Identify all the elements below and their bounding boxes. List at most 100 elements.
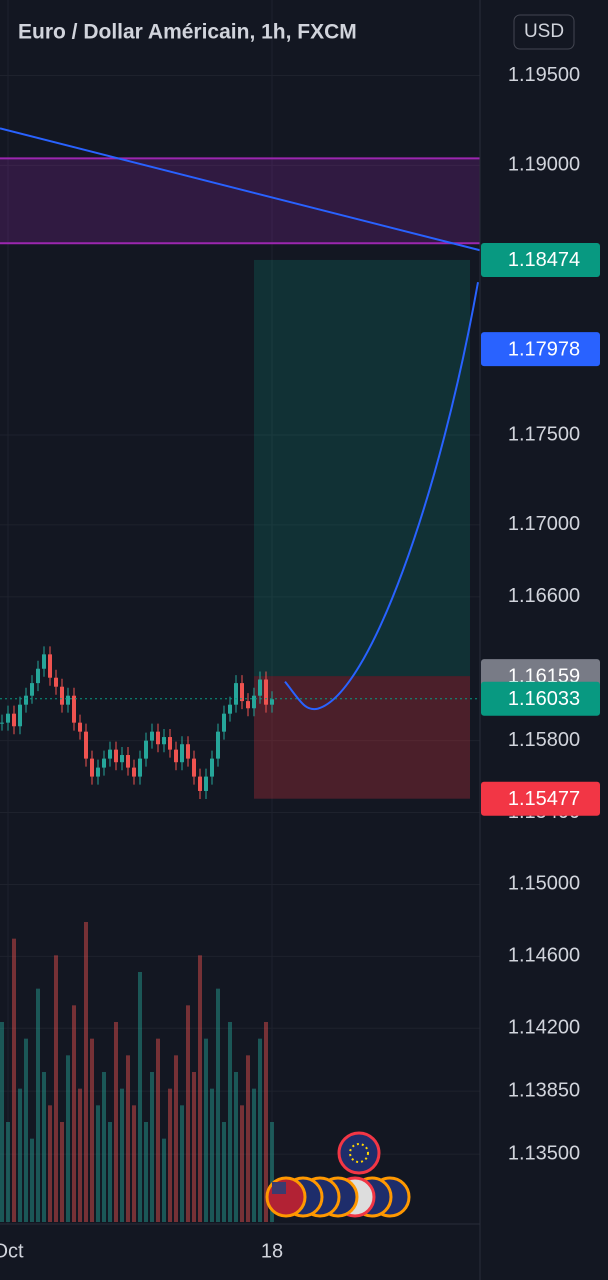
candle-body xyxy=(162,737,166,745)
candle-body xyxy=(42,654,46,669)
candle-body xyxy=(192,758,196,777)
zone xyxy=(0,158,480,244)
y-tick-label: 1.19000 xyxy=(508,154,580,176)
candle-body xyxy=(246,701,250,709)
candle-body xyxy=(30,683,34,696)
trend-line xyxy=(0,127,481,252)
volume-bar xyxy=(198,955,202,1222)
candle-body xyxy=(132,767,136,777)
candle-body xyxy=(48,654,52,678)
candle-body xyxy=(12,713,16,727)
y-tick-label: 1.14200 xyxy=(508,1017,580,1039)
volume-bar xyxy=(264,1022,268,1222)
candle-body xyxy=(186,744,190,759)
volume-bar xyxy=(54,955,58,1222)
candle-body xyxy=(240,683,244,702)
volume-bar xyxy=(90,1038,94,1222)
candle-body xyxy=(72,695,76,723)
price-tag-label: 1.15477 xyxy=(508,788,580,810)
price-tag-label: 1.16033 xyxy=(508,688,580,710)
event-icons xyxy=(265,1131,411,1218)
y-tick-label: 1.17500 xyxy=(508,423,580,445)
candle-body xyxy=(234,683,238,705)
chart-title: Euro / Dollar Américain, 1h, FXCM xyxy=(18,21,357,44)
volume-bar xyxy=(42,1072,46,1222)
price-axis: 1.19500 1.19000 1.17500 1.17000 1.16600 1.158… xyxy=(481,64,600,1164)
grid xyxy=(0,0,480,1224)
event-icon xyxy=(337,1131,381,1175)
target-zone xyxy=(254,259,470,677)
candle-body xyxy=(144,740,148,759)
price-tag xyxy=(481,332,600,367)
volume-bar xyxy=(240,1105,244,1222)
volume-bar xyxy=(18,1088,22,1222)
volume-bar xyxy=(6,1122,10,1222)
candle-body xyxy=(126,755,130,768)
candle-body xyxy=(102,758,106,768)
volume-bar xyxy=(78,1088,82,1222)
volume-bar xyxy=(114,1022,118,1222)
volume-bar xyxy=(72,1005,76,1222)
candle-body xyxy=(6,713,10,723)
volume-bar xyxy=(120,1088,124,1222)
candle-body xyxy=(228,704,232,714)
volume-bar xyxy=(252,1088,256,1222)
volume-bar xyxy=(126,1055,130,1222)
y-tick-label: 1.16600 xyxy=(508,585,580,607)
volume-bar xyxy=(132,1105,136,1222)
volume-bar xyxy=(228,1022,232,1222)
price-tag xyxy=(481,781,600,816)
candle-body xyxy=(114,749,118,763)
volume-bar xyxy=(84,922,88,1222)
volume-bar xyxy=(162,1138,166,1222)
candle-body xyxy=(150,731,154,741)
volume-bar xyxy=(30,1138,34,1222)
candle-body xyxy=(156,731,160,745)
candle-body xyxy=(222,713,226,732)
volume-bar xyxy=(156,1038,160,1222)
currency-button[interactable] xyxy=(513,14,575,50)
volume-bar xyxy=(102,1072,106,1222)
candle-body xyxy=(168,737,172,750)
volume-bar xyxy=(168,1088,172,1222)
y-tick-label: 1.15800 xyxy=(508,729,580,751)
candle-body xyxy=(210,758,214,777)
volume-bar xyxy=(36,988,40,1222)
volume-bar xyxy=(66,1055,70,1222)
volume-bar xyxy=(12,938,16,1222)
volume-bar xyxy=(246,1055,250,1222)
volume-bar xyxy=(24,1038,28,1222)
price-tag xyxy=(481,681,600,716)
volume-bar xyxy=(186,1005,190,1222)
candle-body xyxy=(24,695,28,705)
x-tick-label: 18 xyxy=(261,1240,283,1262)
volume-bar xyxy=(108,1122,112,1222)
price-tag-label: 1.17978 xyxy=(508,338,580,360)
volume-bar xyxy=(222,1122,226,1222)
candle-body xyxy=(84,731,88,759)
volume-bar xyxy=(96,1105,100,1222)
volume-bar xyxy=(258,1038,262,1222)
candle-body xyxy=(54,677,58,687)
candle-body xyxy=(180,744,184,763)
volume-bar xyxy=(180,1105,184,1222)
candle-body xyxy=(270,699,274,705)
us-flag xyxy=(272,1182,286,1194)
candle-body xyxy=(18,704,22,727)
y-tick-label: 1.13850 xyxy=(508,1079,580,1101)
candle-body xyxy=(120,755,124,763)
candle-body xyxy=(66,695,70,705)
candle-body xyxy=(216,731,220,759)
currency-label[interactable]: USD xyxy=(524,21,564,42)
candle-body xyxy=(252,695,256,709)
y-tick-label: 1.19500 xyxy=(508,64,580,86)
candle-body xyxy=(36,668,40,684)
candle-body xyxy=(96,767,100,777)
projection-curve xyxy=(284,282,479,711)
volume-bar xyxy=(204,1038,208,1222)
candle-body xyxy=(174,749,178,763)
volume-bar xyxy=(138,972,142,1222)
